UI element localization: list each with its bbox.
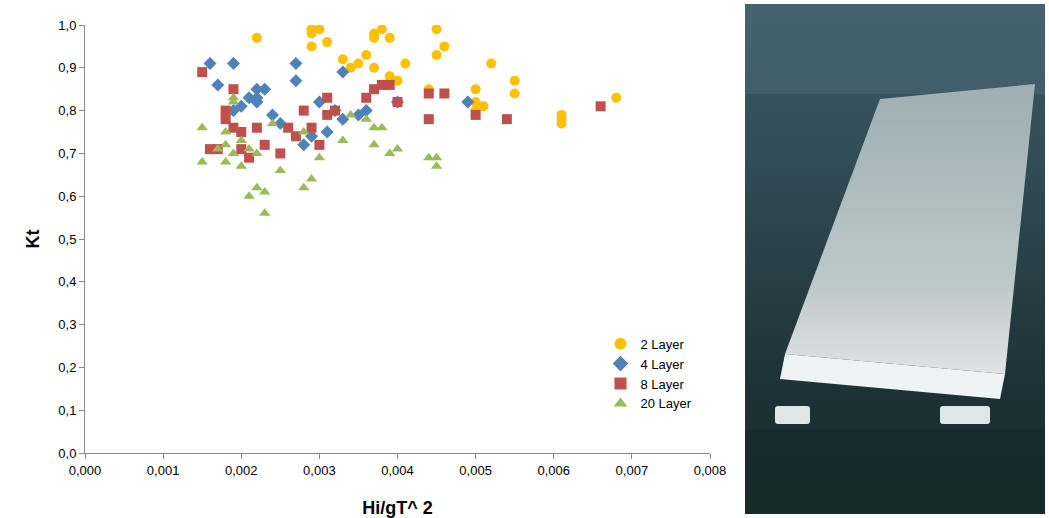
svg-text:0,001: 0,001: [147, 463, 180, 478]
svg-text:0,8: 0,8: [58, 103, 76, 118]
svg-text:0,008: 0,008: [694, 463, 727, 478]
svg-text:8 Layer: 8 Layer: [641, 377, 685, 392]
svg-text:0,2: 0,2: [58, 360, 76, 375]
svg-text:0,1: 0,1: [58, 403, 76, 418]
svg-text:0,000: 0,000: [69, 463, 102, 478]
svg-text:0,5: 0,5: [58, 232, 76, 247]
svg-text:Hi/gT^ 2: Hi/gT^ 2: [362, 498, 433, 518]
svg-text:0,9: 0,9: [58, 60, 76, 75]
svg-text:0,005: 0,005: [459, 463, 492, 478]
svg-text:0,002: 0,002: [225, 463, 258, 478]
svg-text:20 Layer: 20 Layer: [641, 396, 692, 411]
svg-text:1,0: 1,0: [58, 18, 76, 33]
svg-text:0,006: 0,006: [537, 463, 570, 478]
svg-text:2 Layer: 2 Layer: [641, 337, 685, 352]
svg-text:0,004: 0,004: [381, 463, 414, 478]
svg-text:0,6: 0,6: [58, 189, 76, 204]
svg-text:0,007: 0,007: [616, 463, 649, 478]
svg-text:0,0: 0,0: [58, 446, 76, 461]
svg-text:0,003: 0,003: [303, 463, 336, 478]
svg-text:0,7: 0,7: [58, 146, 76, 161]
svg-text:0,4: 0,4: [58, 274, 76, 289]
svg-text:0,3: 0,3: [58, 317, 76, 332]
svg-text:Kt: Kt: [23, 230, 43, 249]
svg-text:4 Layer: 4 Layer: [641, 357, 685, 372]
